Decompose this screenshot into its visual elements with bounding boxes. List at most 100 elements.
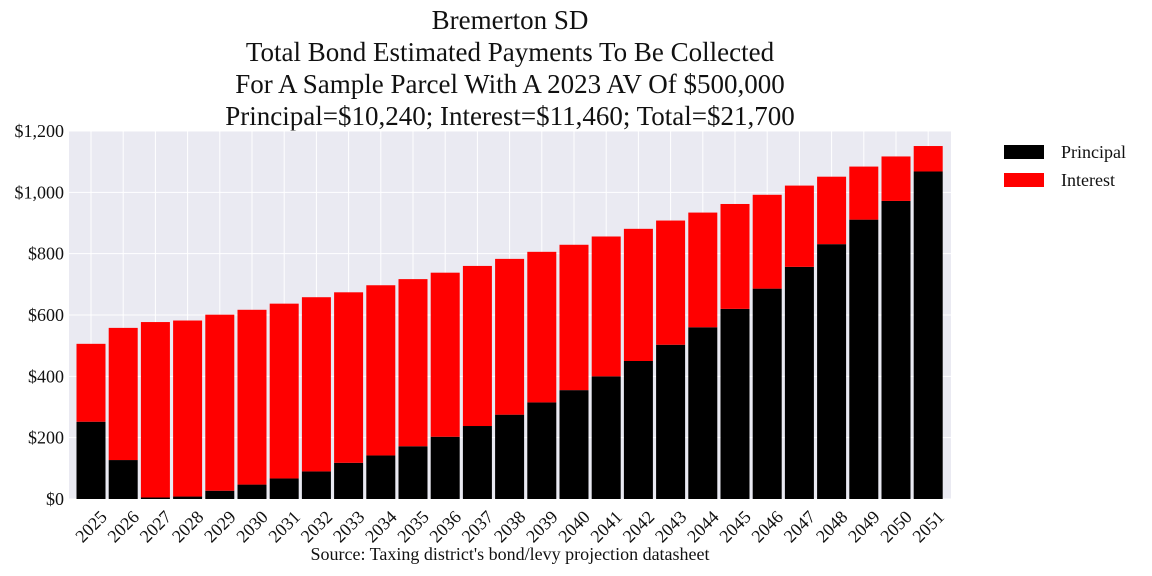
bar-interest-2043	[656, 220, 686, 345]
bar-interest-2037	[462, 265, 492, 427]
bar-interest-2025	[76, 343, 106, 422]
bar-interest-2041	[591, 236, 621, 377]
bar-principal-2045	[720, 308, 750, 499]
bar-principal-2036	[430, 436, 460, 499]
bar-interest-2048	[817, 176, 847, 245]
bar-principal-2031	[269, 478, 299, 499]
x-tick-label: 2035	[393, 507, 433, 547]
x-tick-label: 2038	[490, 507, 530, 547]
bar-principal-2030	[237, 484, 267, 499]
bar-principal-2025	[76, 421, 106, 499]
x-tick-label: 2026	[103, 507, 143, 547]
x-tick-label: 2028	[168, 507, 208, 547]
bar-interest-2044	[688, 212, 718, 328]
chart-title: Bremerton SD Total Bond Estimated Paymen…	[0, 4, 1020, 132]
bar-interest-2038	[495, 258, 525, 415]
x-tick-label: 2033	[329, 507, 369, 547]
bar-principal-2038	[495, 414, 525, 499]
x-tick-label: 2041	[586, 507, 626, 547]
y-tick-label: $1,000	[15, 182, 65, 202]
bar-principal-2044	[688, 327, 718, 499]
bar-interest-2029	[205, 314, 235, 491]
bar-interest-2049	[849, 166, 879, 220]
bar-interest-2036	[430, 272, 460, 437]
bar-interest-2032	[301, 297, 331, 472]
bar-principal-2032	[301, 471, 331, 499]
bar-interest-2030	[237, 309, 267, 485]
y-tick-label: $0	[46, 489, 64, 509]
title-line-3: For A Sample Parcel With A 2023 AV Of $5…	[235, 69, 785, 99]
bar-principal-2048	[817, 244, 847, 499]
bar-interest-2034	[366, 285, 396, 456]
legend-label-interest: Interest	[1061, 169, 1115, 190]
y-tick-label: $400	[28, 366, 64, 386]
x-tick-label: 2048	[812, 507, 852, 547]
title-line-4: Principal=$10,240; Interest=$11,460; Tot…	[225, 101, 795, 131]
x-tick-label: 2046	[747, 507, 787, 547]
bar-interest-2042	[623, 228, 653, 361]
x-tick-label: 2030	[232, 507, 272, 547]
bar-principal-2026	[108, 460, 138, 499]
x-tick-label: 2036	[425, 507, 465, 547]
x-tick-label: 2043	[651, 507, 691, 547]
bar-principal-2039	[527, 402, 557, 499]
x-tick-label: 2031	[264, 507, 304, 547]
bar-principal-2046	[752, 288, 782, 499]
bar-interest-2028	[173, 320, 203, 497]
legend-item-interest: Interest	[1004, 166, 1126, 194]
bar-principal-2041	[591, 376, 621, 499]
legend-swatch-interest	[1004, 173, 1044, 187]
bar-principal-2040	[559, 390, 589, 499]
x-tick-label: 2049	[844, 507, 884, 547]
bar-principal-2037	[462, 426, 492, 499]
y-tick-label: $600	[28, 305, 64, 325]
x-tick-label: 2045	[715, 507, 755, 547]
x-tick-label: 2037	[458, 507, 498, 547]
x-tick-label: 2051	[908, 507, 948, 547]
bar-principal-2050	[881, 200, 911, 500]
bar-principal-2029	[205, 490, 235, 499]
bar-interest-2046	[752, 194, 782, 289]
bar-principal-2043	[656, 344, 686, 499]
bar-interest-2040	[559, 244, 589, 391]
legend-item-principal: Principal	[1004, 138, 1126, 166]
bar-interest-2045	[720, 203, 750, 309]
x-tick-label: 2040	[554, 507, 594, 547]
x-tick-label: 2050	[876, 507, 916, 547]
bar-interest-2035	[398, 279, 428, 447]
x-tick-label: 2042	[619, 507, 659, 547]
bar-principal-2049	[849, 219, 879, 500]
legend-swatch-principal	[1004, 145, 1044, 159]
bar-principal-2035	[398, 446, 428, 499]
x-tick-label: 2044	[683, 507, 723, 547]
y-tick-label: $800	[28, 244, 64, 264]
bar-principal-2042	[623, 361, 653, 499]
legend-label-principal: Principal	[1061, 141, 1126, 162]
bar-interest-2027	[140, 322, 170, 498]
bar-interest-2031	[269, 303, 299, 479]
y-tick-label: $1,200	[15, 121, 65, 141]
y-tick-label: $200	[28, 428, 64, 448]
bar-interest-2039	[527, 251, 557, 403]
title-line-1: Bremerton SD	[431, 5, 589, 35]
bar-interest-2051	[913, 146, 943, 172]
x-tick-label: 2047	[780, 507, 820, 547]
bar-interest-2047	[784, 185, 814, 267]
bar-interest-2050	[881, 156, 911, 201]
bar-principal-2027	[140, 497, 170, 499]
bar-interest-2026	[108, 327, 138, 461]
x-tick-label: 2032	[297, 507, 337, 547]
x-tick-label: 2029	[200, 507, 240, 547]
bar-principal-2033	[334, 462, 364, 499]
bar-principal-2028	[173, 496, 203, 499]
bar-principal-2047	[784, 266, 814, 499]
legend: Principal Interest	[1004, 138, 1126, 194]
x-tick-label: 2027	[136, 507, 176, 547]
x-tick-label: 2039	[522, 507, 562, 547]
bar-interest-2033	[334, 292, 364, 463]
x-axis-label: Source: Taxing district's bond/levy proj…	[310, 544, 710, 564]
x-tick-label: 2034	[361, 507, 401, 547]
bar-principal-2051	[913, 171, 943, 500]
title-line-2: Total Bond Estimated Payments To Be Coll…	[245, 37, 775, 67]
